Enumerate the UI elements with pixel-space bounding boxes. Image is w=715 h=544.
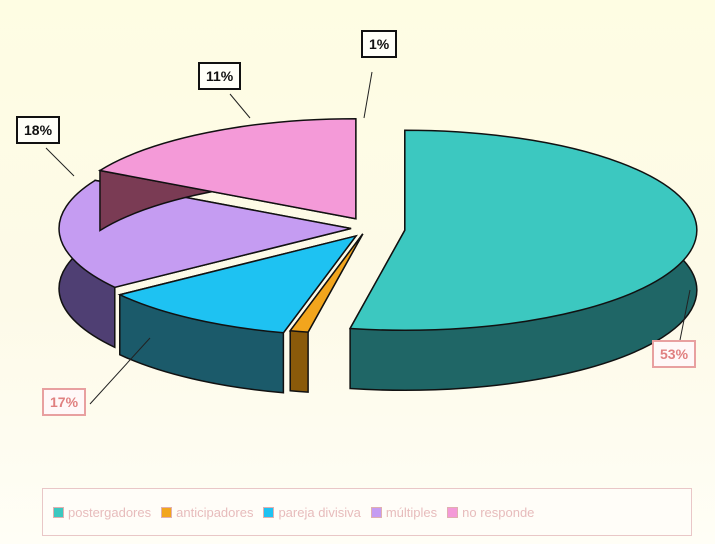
legend-swatch [263,506,275,518]
legend-label: anticipadores [176,504,254,520]
legend-label: múltiples [385,504,438,520]
chart-legend: postergadores anticipadores pareja divis… [42,488,692,536]
leader-53 [679,289,691,341]
legend-swatch [447,506,459,518]
data-label-17: 17% [42,388,87,416]
legend-item: anticipadores [161,505,253,520]
leader-18 [45,147,75,177]
slice-no-responde-top [97,117,357,220]
data-label-18: 18% [16,116,61,144]
slice-no-responde [97,117,357,232]
slice-anticipadores-top [288,233,364,333]
leader-1 [363,71,373,119]
legend-swatch [53,506,64,518]
data-label-1: 1% [361,30,398,58]
legend-label: postergadores [68,504,152,520]
legend-label: pareja divisiva [278,504,361,520]
slice-postergadores [348,129,698,392]
legend-swatch [161,506,173,518]
legend-item: postergadores [53,505,151,520]
legend-item: pareja divisiva [263,504,361,520]
legend-swatch [370,506,382,518]
leader-11 [229,93,251,119]
data-label-11: 11% [198,62,242,90]
slice-pareja-divisiva [117,234,358,394]
slice-postergadores-top [348,129,698,332]
legend-label: no responde [462,504,535,520]
legend-item: múltiples [370,504,438,520]
data-label-53: 53% [652,340,697,368]
leader-17 [89,337,151,405]
slice-pareja-divisiva-top [117,234,358,334]
legend-item: no responde [447,505,534,520]
slice-anticipadores [288,233,364,393]
